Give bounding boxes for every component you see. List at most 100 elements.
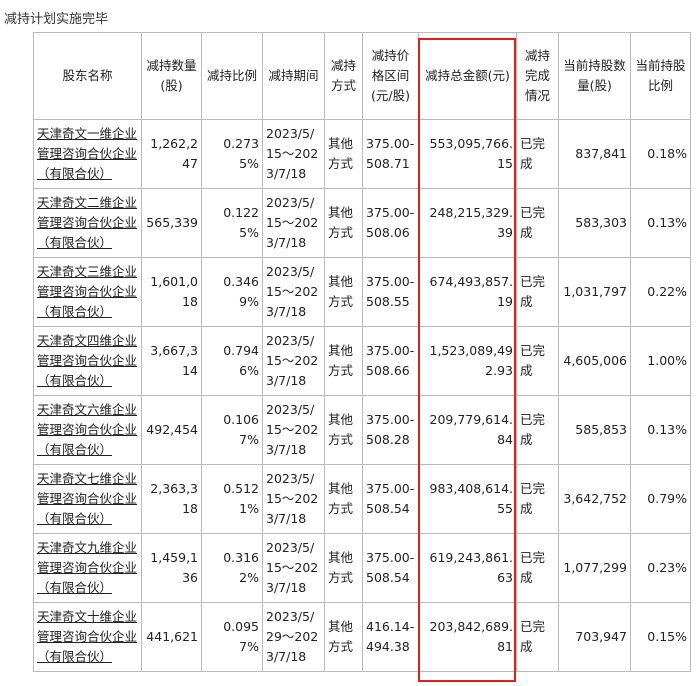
table-cell: 已完成 — [516, 464, 559, 534]
header-cell: 减持数量(股) — [141, 32, 202, 120]
table-cell: 其他方式 — [324, 119, 363, 189]
table-cell: 已完成 — [516, 257, 559, 327]
table-cell: 2023/5/15～2023/7/18 — [262, 119, 325, 189]
table-cell: 1,077,299 — [558, 533, 631, 603]
table-cell: 703,947 — [558, 602, 631, 672]
table-cell: 2023/5/15～2023/7/18 — [262, 464, 325, 534]
table-cell: 1,459,136 — [141, 533, 202, 603]
table-cell: 0.13% — [630, 188, 691, 258]
table-cell: 619,243,861.63 — [418, 533, 517, 603]
table-cell: 其他方式 — [324, 395, 363, 465]
table-cell: 已完成 — [516, 119, 559, 189]
table-cell: 其他方式 — [324, 533, 363, 603]
header-cell: 减持比例 — [201, 32, 263, 120]
table-cell: 375.00-508.06 — [362, 188, 419, 258]
table-cell: 其他方式 — [324, 257, 363, 327]
table-cell: 375.00-508.54 — [362, 464, 419, 534]
shareholder-name: 天津奇文十维企业管理咨询合伙企业（有限合伙） — [33, 602, 142, 672]
table-cell: 0.22% — [630, 257, 691, 327]
table-cell: 1,523,089,492.93 — [418, 326, 517, 396]
table-cell: 375.00-508.71 — [362, 119, 419, 189]
table-cell: 已完成 — [516, 395, 559, 465]
table-row: 天津奇文三维企业管理咨询合伙企业（有限合伙） 1,601,018 0.3469% 20… — [33, 257, 691, 327]
table-cell: 375.00-508.54 — [362, 533, 419, 603]
table-cell: 0.2735% — [201, 119, 263, 189]
table-cell: 0.1067% — [201, 395, 263, 465]
table-cell: 已完成 — [516, 326, 559, 396]
title: 减持计划实施完毕 — [4, 12, 109, 27]
table-cell: 已完成 — [516, 188, 559, 258]
table-cell: 其他方式 — [324, 326, 363, 396]
shareholder-name: 天津奇文六维企业管理咨询合伙企业（有限合伙） — [33, 395, 142, 465]
table-cell: 585,853 — [558, 395, 631, 465]
table-row: 天津奇文二维企业管理咨询合伙企业（有限合伙） 565,339 0.1225% 2023… — [33, 188, 691, 258]
table-cell: 2023/5/15～2023/7/18 — [262, 533, 325, 603]
table-cell: 2023/5/29～2023/7/18 — [262, 602, 325, 672]
shareholder-name: 天津奇文一维企业管理咨询合伙企业（有限合伙） — [33, 119, 142, 189]
table-cell: 416.14-494.38 — [362, 602, 419, 672]
table-cell: 1,601,018 — [141, 257, 202, 327]
table-cell: 2023/5/15～2023/7/18 — [262, 326, 325, 396]
table-cell: 3,667,314 — [141, 326, 202, 396]
header-cell: 减持完成情况 — [516, 32, 559, 120]
header-cell: 当前持股数量(股) — [558, 32, 631, 120]
header-cell: 当前持股比例 — [630, 32, 691, 120]
table-body: 天津奇文一维企业管理咨询合伙企业（有限合伙） 1,262,247 0.2735% 20… — [33, 119, 691, 672]
table-cell: 已完成 — [516, 533, 559, 603]
table-cell: 375.00-508.28 — [362, 395, 419, 465]
table-cell: 3,642,752 — [558, 464, 631, 534]
table-cell: 674,493,857.19 — [418, 257, 517, 327]
shareholder-name: 天津奇文三维企业管理咨询合伙企业（有限合伙） — [33, 257, 142, 327]
table-cell: 2023/5/15～2023/7/18 — [262, 188, 325, 258]
table-row: 天津奇文十维企业管理咨询合伙企业（有限合伙） 441,621 0.0957% 2023… — [33, 602, 691, 672]
table-row: 天津奇文四维企业管理咨询合伙企业（有限合伙） 3,667,314 0.7946% 20… — [33, 326, 691, 396]
table-row: 天津奇文九维企业管理咨询合伙企业（有限合伙） 1,459,136 0.3162% 20… — [33, 533, 691, 603]
table-cell: 1,031,797 — [558, 257, 631, 327]
table: 股东名称 减持数量(股) 减持比例 减持期间 减持方式 减持价格区间(元/股) 减持总金额(… — [33, 32, 691, 672]
shareholder-name: 天津奇文七维企业管理咨询合伙企业（有限合伙） — [33, 464, 142, 534]
table-cell: 565,339 — [141, 188, 202, 258]
table-cell: 0.18% — [630, 119, 691, 189]
header-cell: 减持方式 — [324, 32, 363, 120]
table-cell: 已完成 — [516, 602, 559, 672]
table-cell: 其他方式 — [324, 188, 363, 258]
table-cell: 2023/5/15～2023/7/18 — [262, 395, 325, 465]
header-cell: 减持价格区间(元/股) — [362, 32, 419, 120]
table-cell: 0.7946% — [201, 326, 263, 396]
table-cell: 其他方式 — [324, 602, 363, 672]
table-cell: 4,605,006 — [558, 326, 631, 396]
header-row: 股东名称 减持数量(股) 减持比例 减持期间 减持方式 减持价格区间(元/股) 减持总金额(… — [33, 32, 691, 120]
table-cell: 0.79% — [630, 464, 691, 534]
shareholder-name: 天津奇文九维企业管理咨询合伙企业（有限合伙） — [33, 533, 142, 603]
table-cell: 553,095,766.15 — [418, 119, 517, 189]
table-row: 天津奇文六维企业管理咨询合伙企业（有限合伙） 492,454 0.1067% 2023… — [33, 395, 691, 465]
header-cell: 减持总金额(元) — [418, 32, 517, 120]
table-cell: 837,841 — [558, 119, 631, 189]
table-cell: 1,262,247 — [141, 119, 202, 189]
table-cell: 375.00-508.55 — [362, 257, 419, 327]
table-cell: 375.00-508.66 — [362, 326, 419, 396]
shareholder-name: 天津奇文二维企业管理咨询合伙企业（有限合伙） — [33, 188, 142, 258]
table-cell: 2023/5/15～2023/7/18 — [262, 257, 325, 327]
table-cell: 0.23% — [630, 533, 691, 603]
table-cell: 0.1225% — [201, 188, 263, 258]
table-cell: 983,408,614.55 — [418, 464, 517, 534]
table-cell: 0.3469% — [201, 257, 263, 327]
table-cell: 0.13% — [630, 395, 691, 465]
table-cell: 1.00% — [630, 326, 691, 396]
table-cell: 其他方式 — [324, 464, 363, 534]
table-cell: 209,779,614.84 — [418, 395, 517, 465]
table-cell: 248,215,329.39 — [418, 188, 517, 258]
table-cell: 203,842,689.81 — [418, 602, 517, 672]
table-row: 天津奇文七维企业管理咨询合伙企业（有限合伙） 2,363,318 0.5121% 20… — [33, 464, 691, 534]
table-cell: 492,454 — [141, 395, 202, 465]
table-cell: 583,303 — [558, 188, 631, 258]
shareholder-name: 天津奇文四维企业管理咨询合伙企业（有限合伙） — [33, 326, 142, 396]
table-cell: 0.5121% — [201, 464, 263, 534]
table-cell: 2,363,318 — [141, 464, 202, 534]
table-cell: 0.15% — [630, 602, 691, 672]
header-cell: 股东名称 — [33, 32, 142, 120]
table-cell: 441,621 — [141, 602, 202, 672]
header-cell: 减持期间 — [262, 32, 325, 120]
